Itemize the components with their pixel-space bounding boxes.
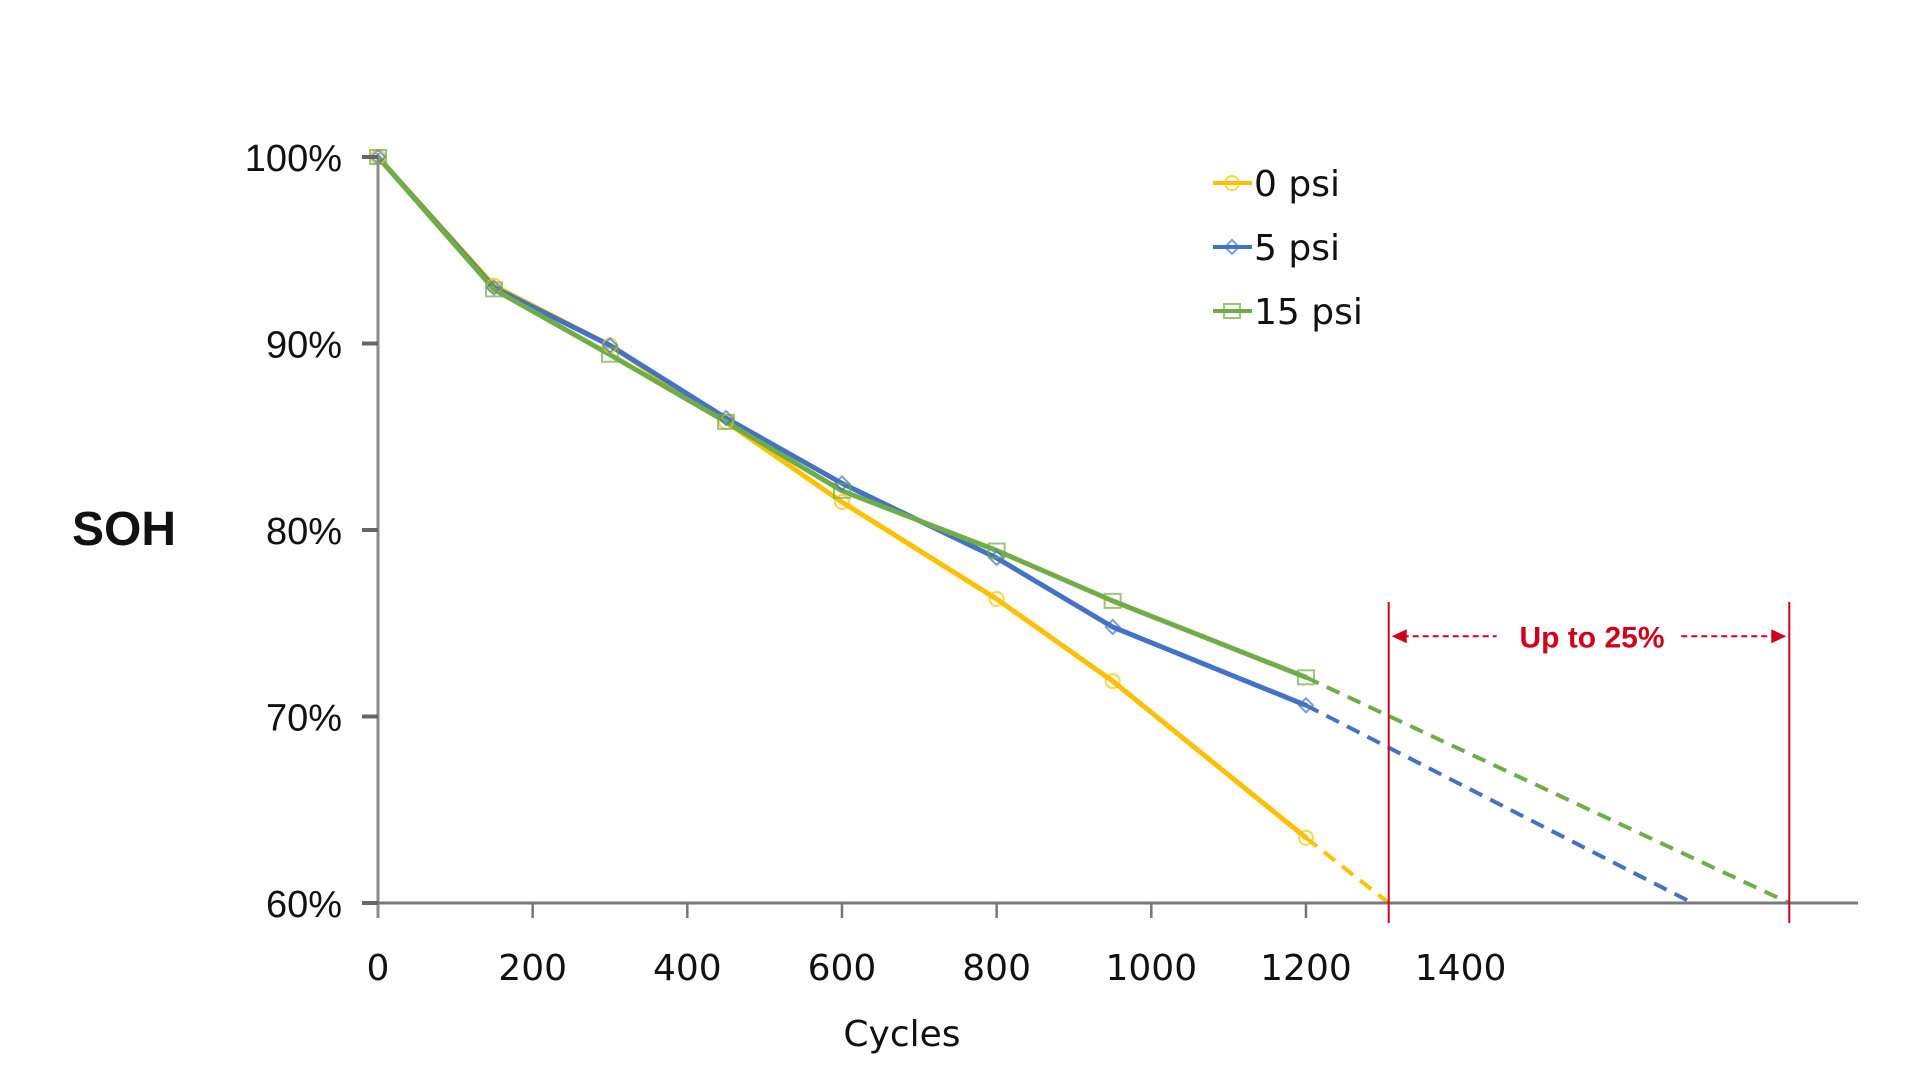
legend-label: 5 psi — [1254, 228, 1340, 269]
x-tick-label: 200 — [498, 948, 567, 989]
data-point-0-psi — [833, 494, 850, 511]
x-axis-title: Cycles — [843, 1014, 960, 1055]
data-point-15-psi — [716, 413, 735, 430]
x-tick-label: 1000 — [1105, 948, 1197, 989]
data-point-15-psi — [1296, 669, 1315, 686]
data-point-0-psi — [988, 591, 1005, 608]
arrow-right-icon — [1771, 629, 1787, 644]
series-line-15-psi — [375, 154, 1309, 680]
data-point-5-psi — [988, 549, 1006, 567]
series-lines — [375, 154, 1309, 841]
y-tick-label: 90% — [266, 325, 342, 367]
series-line-5-psi — [375, 154, 1309, 708]
legend-marker-15-psi — [1223, 303, 1241, 319]
y-tick-label: 70% — [266, 698, 342, 740]
data-point-0-psi — [1104, 673, 1121, 690]
annotation-text: Up to 25% — [1519, 621, 1664, 654]
annotation-group: Up to 25% — [1387, 602, 1791, 923]
extrapolation-lines — [1304, 675, 1791, 905]
y-tick-label: 100% — [245, 138, 342, 180]
data-point-5-psi — [833, 474, 851, 492]
y-axis-title: SOH — [72, 503, 176, 556]
legend: 0 psi 5 psi 15 psi — [1213, 164, 1363, 333]
x-tick-label: 0 — [367, 948, 390, 989]
extrapolation-line-15-psi — [1305, 675, 1791, 905]
arrow-left-icon — [1391, 629, 1407, 644]
legend-label: 0 psi — [1254, 164, 1340, 205]
extrapolation-line-0-psi — [1304, 836, 1390, 905]
x-tick-label: 1200 — [1260, 948, 1352, 989]
data-point-5-psi — [1104, 618, 1122, 636]
legend-marker-0-psi — [1224, 175, 1240, 191]
data-point-15-psi — [1103, 592, 1122, 609]
series-markers — [369, 148, 1315, 846]
data-point-5-psi — [485, 279, 503, 296]
data-point-15-psi — [832, 482, 851, 499]
data-point-0-psi — [1297, 829, 1314, 846]
data-point-15-psi — [484, 281, 503, 298]
axes: 60% 70% 80% 90% 100% 0 200 400 600 800 1000 1200 140… — [245, 138, 1858, 989]
data-point-5-psi — [1297, 696, 1315, 714]
x-tick-label: 400 — [653, 948, 722, 989]
legend-marker-5-psi — [1223, 238, 1241, 256]
data-point-15-psi — [600, 346, 619, 363]
y-tick-label: 80% — [266, 511, 342, 553]
data-point-15-psi — [987, 542, 1006, 559]
extrapolation-line-5-psi — [1305, 703, 1694, 905]
y-tick-label: 60% — [266, 884, 342, 926]
data-point-5-psi — [601, 336, 619, 354]
x-tick-label: 800 — [962, 948, 1031, 989]
legend-label: 15 psi — [1254, 292, 1363, 333]
x-tick-label: 1400 — [1415, 948, 1507, 989]
x-tick-label: 600 — [808, 948, 877, 989]
